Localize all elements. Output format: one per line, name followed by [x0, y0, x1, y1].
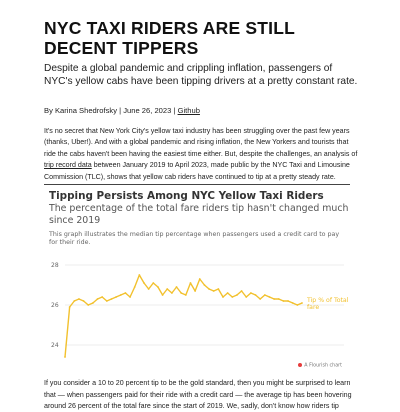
data-point[interactable] [143, 282, 145, 284]
data-point[interactable] [87, 304, 89, 306]
data-point[interactable] [166, 288, 168, 290]
data-point[interactable] [134, 286, 136, 288]
data-point[interactable] [129, 296, 131, 298]
chart-embed: Tipping Persists Among NYC Yellow Taxi R… [44, 184, 350, 373]
data-point[interactable] [152, 282, 154, 284]
chart-title: Tipping Persists Among NYC Yellow Taxi R… [49, 190, 324, 202]
data-point[interactable] [111, 298, 113, 300]
y-tick-label: 24 [51, 342, 59, 349]
intro-paragraph: It's no secret that New York City's yell… [44, 126, 360, 183]
data-point[interactable] [278, 298, 280, 300]
data-point[interactable] [101, 296, 103, 298]
data-point[interactable] [162, 294, 164, 296]
data-point[interactable] [245, 296, 247, 298]
data-point[interactable] [97, 298, 99, 300]
data-point[interactable] [236, 294, 238, 296]
y-tick-label: 26 [51, 302, 59, 309]
data-point[interactable] [217, 288, 219, 290]
y-tick-label: 28 [51, 262, 59, 269]
data-point[interactable] [287, 300, 289, 302]
data-point[interactable] [194, 290, 196, 292]
data-point[interactable] [138, 274, 140, 276]
series-label: Tip % of Total [306, 297, 349, 304]
data-point[interactable] [241, 290, 243, 292]
data-point[interactable] [199, 278, 201, 280]
intro-text-start: It's no secret that New York City's yell… [44, 127, 357, 158]
data-point[interactable] [204, 284, 206, 286]
data-point[interactable] [69, 306, 71, 308]
data-point[interactable] [231, 296, 233, 298]
trip-record-data-link[interactable]: trip record data [44, 161, 92, 169]
grid-lines [65, 265, 344, 345]
data-point[interactable] [185, 294, 187, 296]
credit-text: A Flourish chart [304, 364, 342, 369]
data-point[interactable] [120, 294, 122, 296]
data-point[interactable] [115, 296, 117, 298]
outro-paragraph: If you consider a 10 to 20 percent tip t… [44, 378, 360, 412]
data-point[interactable] [73, 300, 75, 302]
data-point[interactable] [208, 288, 210, 290]
data-point[interactable] [250, 292, 252, 294]
chart-subtitle: The percentage of the total fare riders … [49, 203, 349, 226]
data-point[interactable] [264, 294, 266, 296]
flourish-logo-icon [298, 363, 302, 367]
data-point[interactable] [176, 286, 178, 288]
line-chart[interactable]: 24 26 28 Tip % of Total fare [44, 253, 350, 363]
series-label-continued: fare [307, 304, 319, 311]
y-tick-labels: 24 26 28 [51, 262, 59, 349]
data-point[interactable] [171, 292, 173, 294]
data-point[interactable] [213, 290, 215, 292]
data-point[interactable] [227, 292, 229, 294]
data-point[interactable] [255, 294, 257, 296]
data-point[interactable] [78, 298, 80, 300]
data-point[interactable] [269, 296, 271, 298]
byline: By Karina Shedrofsky | June 26, 2023 | G… [44, 106, 360, 115]
data-point[interactable] [283, 300, 285, 302]
data-point[interactable] [222, 296, 224, 298]
data-point[interactable] [157, 286, 159, 288]
data-point[interactable] [292, 302, 294, 304]
data-point[interactable] [273, 298, 275, 300]
data-point[interactable] [64, 356, 66, 358]
article: NYC TAXI RIDERS ARE STILL DECENT TIPPERS… [44, 18, 360, 190]
flourish-credit[interactable]: A Flourish chart [298, 363, 342, 369]
byline-text: By Karina Shedrofsky | June 26, 2023 | [44, 106, 175, 115]
data-point[interactable] [180, 292, 182, 294]
data-point[interactable] [296, 304, 298, 306]
data-point[interactable] [83, 300, 85, 302]
article-title: NYC TAXI RIDERS ARE STILL DECENT TIPPERS [44, 18, 360, 58]
data-point[interactable] [125, 292, 127, 294]
github-link[interactable]: Github [178, 106, 200, 115]
data-point[interactable] [92, 302, 94, 304]
article-subtitle: Despite a global pandemic and crippling … [44, 63, 360, 88]
chart-note: This graph illustrates the median tip pe… [49, 231, 349, 248]
data-point[interactable] [148, 288, 150, 290]
data-point[interactable] [259, 298, 261, 300]
data-point[interactable] [301, 302, 303, 304]
data-point[interactable] [106, 300, 108, 302]
data-point[interactable] [190, 282, 192, 284]
